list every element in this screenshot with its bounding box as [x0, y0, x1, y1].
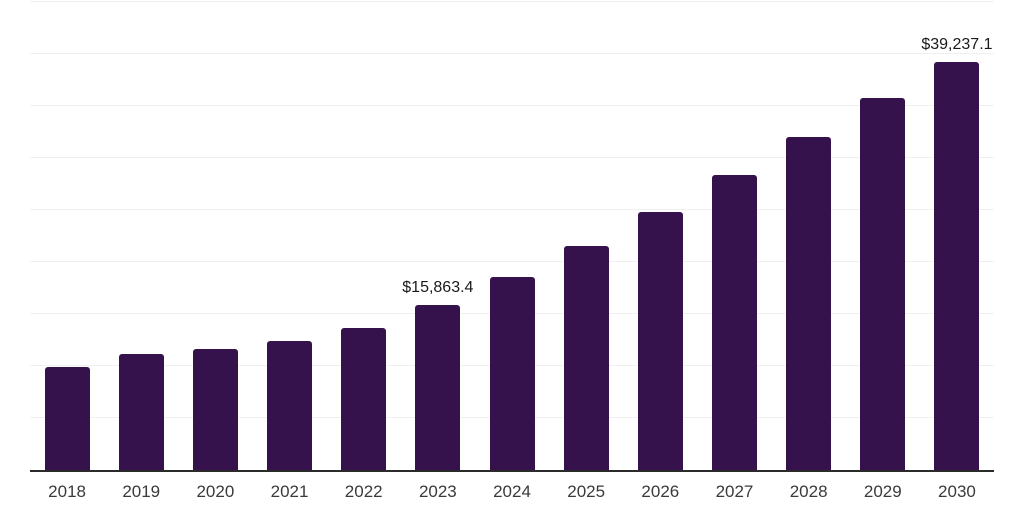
- bar-2027[interactable]: [711, 175, 757, 470]
- x-axis-label-2024: 2024: [493, 482, 531, 501]
- gridline: [30, 209, 994, 210]
- bar-band-2024: [475, 2, 549, 470]
- data-label-2023: $15,863.4: [402, 279, 474, 297]
- x-axis-label-2021: 2021: [270, 482, 309, 501]
- bar-2024[interactable]: [489, 277, 535, 470]
- bar-band-2029: [846, 2, 920, 470]
- x-axis-label-2026: 2026: [641, 482, 680, 501]
- bar-2019[interactable]: [118, 354, 164, 470]
- bar-band-2025: [549, 2, 623, 470]
- bars-container: $15,863.4 $39,237.1: [30, 2, 994, 470]
- x-axis-label-2028: 2028: [789, 482, 828, 501]
- gridline: [30, 157, 994, 158]
- bar-2026[interactable]: [637, 211, 683, 470]
- gridline: [30, 261, 994, 262]
- bar-2030[interactable]: [934, 61, 980, 470]
- plot-area: $15,863.4 $39,237.1: [30, 1, 994, 472]
- bar-band-2028: [772, 2, 846, 470]
- x-axis-label-2025: 2025: [567, 482, 606, 501]
- x-axis-label-2018: 2018: [48, 482, 86, 501]
- bar-band-2026: [623, 2, 697, 470]
- x-axis-label-2023: 2023: [418, 482, 457, 501]
- x-axis-label-2022: 2022: [344, 482, 383, 501]
- bar-2023[interactable]: [415, 305, 461, 470]
- bar-band-2030: $39,237.1: [920, 2, 994, 470]
- bar-band-2021: [252, 2, 326, 470]
- x-axis-label-2029: 2029: [863, 482, 902, 501]
- bar-2025[interactable]: [563, 245, 609, 470]
- x-axis: 2018 2019 2020 2021 2022 2023 2024 2025 2026 2027…: [30, 481, 994, 503]
- x-axis-label-2027: 2027: [715, 482, 754, 501]
- x-axis-label-2020: 2020: [196, 482, 235, 501]
- bar-2029[interactable]: [860, 98, 906, 470]
- bar-band-2020: [178, 2, 252, 470]
- gridline: [30, 1, 994, 2]
- bar-2022[interactable]: [341, 327, 387, 470]
- bar-band-2022: [327, 2, 401, 470]
- x-axis-label-2030: 2030: [938, 482, 976, 501]
- x-axis-label-2019: 2019: [122, 482, 161, 501]
- bar-2020[interactable]: [192, 348, 238, 470]
- bar-2021[interactable]: [267, 341, 313, 470]
- gridline: [30, 53, 994, 54]
- bar-band-2019: [104, 2, 178, 470]
- bar-2028[interactable]: [786, 136, 832, 470]
- data-label-2030: $39,237.1: [921, 35, 993, 53]
- bar-band-2027: [697, 2, 771, 470]
- bar-band-2023: $15,863.4: [401, 2, 475, 470]
- bar-2018[interactable]: [44, 366, 90, 470]
- gridline: [30, 105, 994, 106]
- bar-band-2018: [30, 2, 104, 470]
